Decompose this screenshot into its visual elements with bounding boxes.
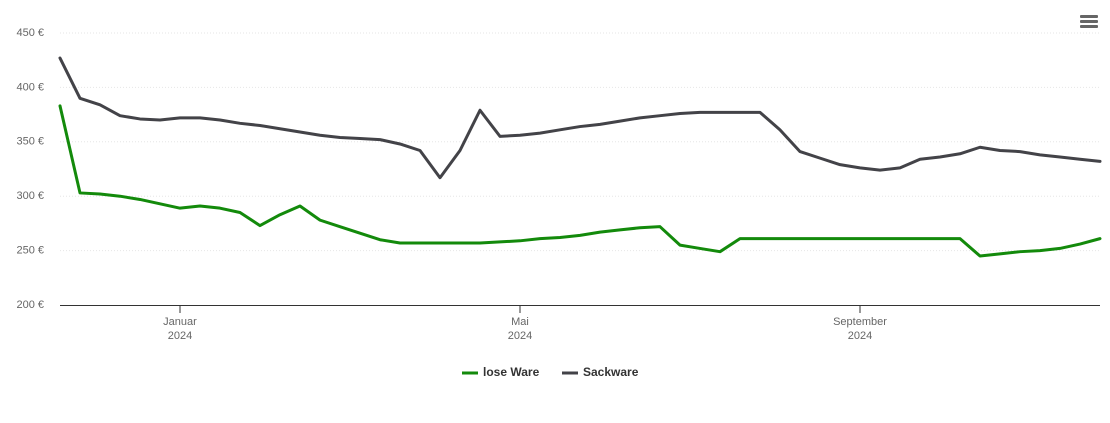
- y-tick-label: 250 €: [16, 245, 44, 257]
- menu-bar: [1080, 20, 1098, 23]
- legend-label: lose Ware: [483, 365, 540, 379]
- legend-item[interactable]: Sackware: [562, 365, 639, 379]
- y-tick-label: 400 €: [16, 81, 44, 93]
- legend-label: Sackware: [583, 365, 639, 379]
- x-tick-label: Mai 2024: [508, 316, 532, 342]
- menu-icon[interactable]: [1080, 15, 1098, 28]
- y-tick-label: 450 €: [16, 27, 44, 39]
- x-tick-label: Januar 2024: [163, 316, 197, 342]
- legend-item[interactable]: lose Ware: [462, 365, 540, 379]
- menu-bar: [1080, 15, 1098, 18]
- y-tick-label: 200 €: [16, 299, 44, 311]
- x-tick-label: September 2024: [833, 316, 887, 342]
- menu-bar: [1080, 25, 1098, 28]
- y-tick-label: 300 €: [16, 190, 44, 202]
- line-series: [58, 104, 1102, 258]
- line-series: [58, 56, 1102, 180]
- y-tick-label: 350 €: [16, 136, 44, 148]
